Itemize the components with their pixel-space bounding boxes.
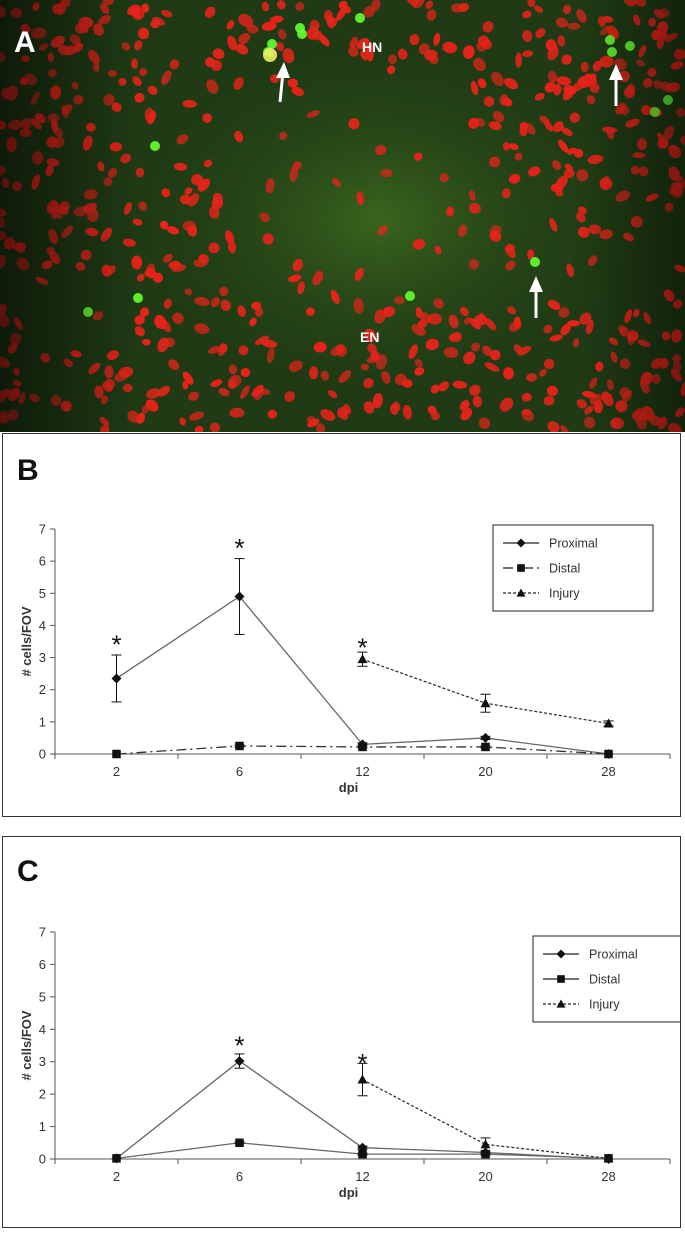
legend-label: Injury — [589, 998, 620, 1012]
series-line — [116, 595, 609, 755]
x-tick-label: 2 — [113, 1169, 120, 1184]
legend-marker — [517, 564, 525, 572]
x-tick-label: 28 — [601, 764, 615, 779]
data-point — [603, 1153, 614, 1163]
y-tick-label: 0 — [39, 747, 46, 762]
legend-marker — [516, 588, 526, 597]
series-injury — [357, 651, 614, 728]
data-point — [235, 1138, 244, 1148]
y-tick-label: 1 — [39, 714, 46, 729]
legend-marker — [516, 538, 526, 548]
y-axis-label: # cells/FOV — [19, 606, 34, 676]
x-axis-label: dpi — [339, 1185, 359, 1200]
y-tick-label: 0 — [39, 1152, 46, 1167]
arrow-icon — [276, 62, 290, 103]
y-tick-label: 6 — [39, 957, 46, 972]
series-line — [362, 1078, 609, 1159]
data-point — [235, 741, 244, 751]
micrograph-panel: A HN EN — [0, 0, 685, 432]
data-point — [357, 654, 368, 664]
y-tick-label: 7 — [39, 925, 46, 940]
y-tick-label: 7 — [39, 522, 46, 537]
y-tick-label: 2 — [39, 1087, 46, 1102]
x-axis-label: dpi — [339, 780, 359, 795]
chart-panel-b: B 0 1 2 3 4 5 6 7 2 6 12 20 28 dpi # cells/FOV * * * Proxim… — [2, 433, 681, 817]
legend-label: Injury — [549, 587, 580, 601]
x-tick-label: 12 — [355, 1169, 369, 1184]
y-axis-label: # cells/FOV — [19, 1010, 34, 1080]
legend-label: Distal — [549, 562, 580, 576]
legend-marker — [556, 949, 566, 959]
significance-marker: * — [234, 1030, 244, 1060]
y-tick-label: 2 — [39, 682, 46, 697]
panel-letter: C — [17, 855, 39, 888]
data-point — [111, 673, 122, 684]
panel-a-letter: A — [14, 26, 36, 59]
data-point — [480, 732, 491, 743]
significance-marker: * — [357, 633, 367, 663]
data-point — [603, 718, 614, 728]
legend: Proximal Distal Injury — [532, 935, 680, 1023]
arrow-icon — [609, 64, 623, 106]
data-point — [481, 1149, 490, 1159]
hn-label: HN — [362, 39, 382, 55]
micrograph-image: A HN EN — [0, 0, 685, 432]
y-tick-label: 3 — [39, 1054, 46, 1069]
y-tick-label: 5 — [39, 586, 46, 601]
arrow-icon — [529, 276, 543, 318]
significance-marker: * — [111, 630, 121, 660]
en-label: EN — [360, 329, 379, 345]
y-tick-label: 5 — [39, 989, 46, 1004]
x-tick-label: 12 — [355, 764, 369, 779]
significance-marker: * — [234, 533, 244, 563]
chart-panel-c: C 0 1 2 3 4 5 6 7 2 6 12 20 28 dpi # cells/FOV * * Proxima… — [2, 836, 681, 1228]
legend: Proximal Distal Injury — [492, 524, 654, 612]
x-tick-label: 2 — [113, 764, 120, 779]
series-injury — [357, 1062, 614, 1163]
series-line — [362, 658, 609, 725]
data-point — [480, 698, 491, 708]
panel-letter: B — [17, 454, 39, 487]
data-point — [357, 1142, 368, 1153]
series-distal — [112, 741, 613, 759]
y-tick-label: 1 — [39, 1119, 46, 1134]
data-point — [358, 1149, 367, 1159]
data-point — [604, 749, 613, 759]
data-point — [112, 1154, 121, 1163]
data-point — [234, 1056, 245, 1067]
y-tick-label: 3 — [39, 650, 46, 665]
data-point — [480, 1139, 491, 1149]
legend-marker — [557, 975, 565, 983]
legend-label: Distal — [589, 973, 620, 987]
x-tick-label: 6 — [236, 1169, 243, 1184]
y-tick-label: 4 — [39, 1022, 46, 1037]
significance-marker: * — [357, 1048, 367, 1078]
legend-marker — [556, 999, 566, 1008]
data-point — [358, 742, 367, 752]
y-tick-label: 4 — [39, 618, 46, 633]
x-tick-label: 20 — [478, 1169, 492, 1184]
data-point — [234, 591, 245, 602]
x-tick-label: 20 — [478, 764, 492, 779]
data-point — [357, 1074, 368, 1084]
data-point — [112, 749, 121, 759]
legend-label: Proximal — [589, 948, 638, 962]
data-point — [481, 742, 490, 752]
y-tick-label: 6 — [39, 554, 46, 569]
legend-label: Proximal — [549, 537, 598, 551]
x-tick-label: 28 — [601, 1169, 615, 1184]
x-tick-label: 6 — [236, 764, 243, 779]
